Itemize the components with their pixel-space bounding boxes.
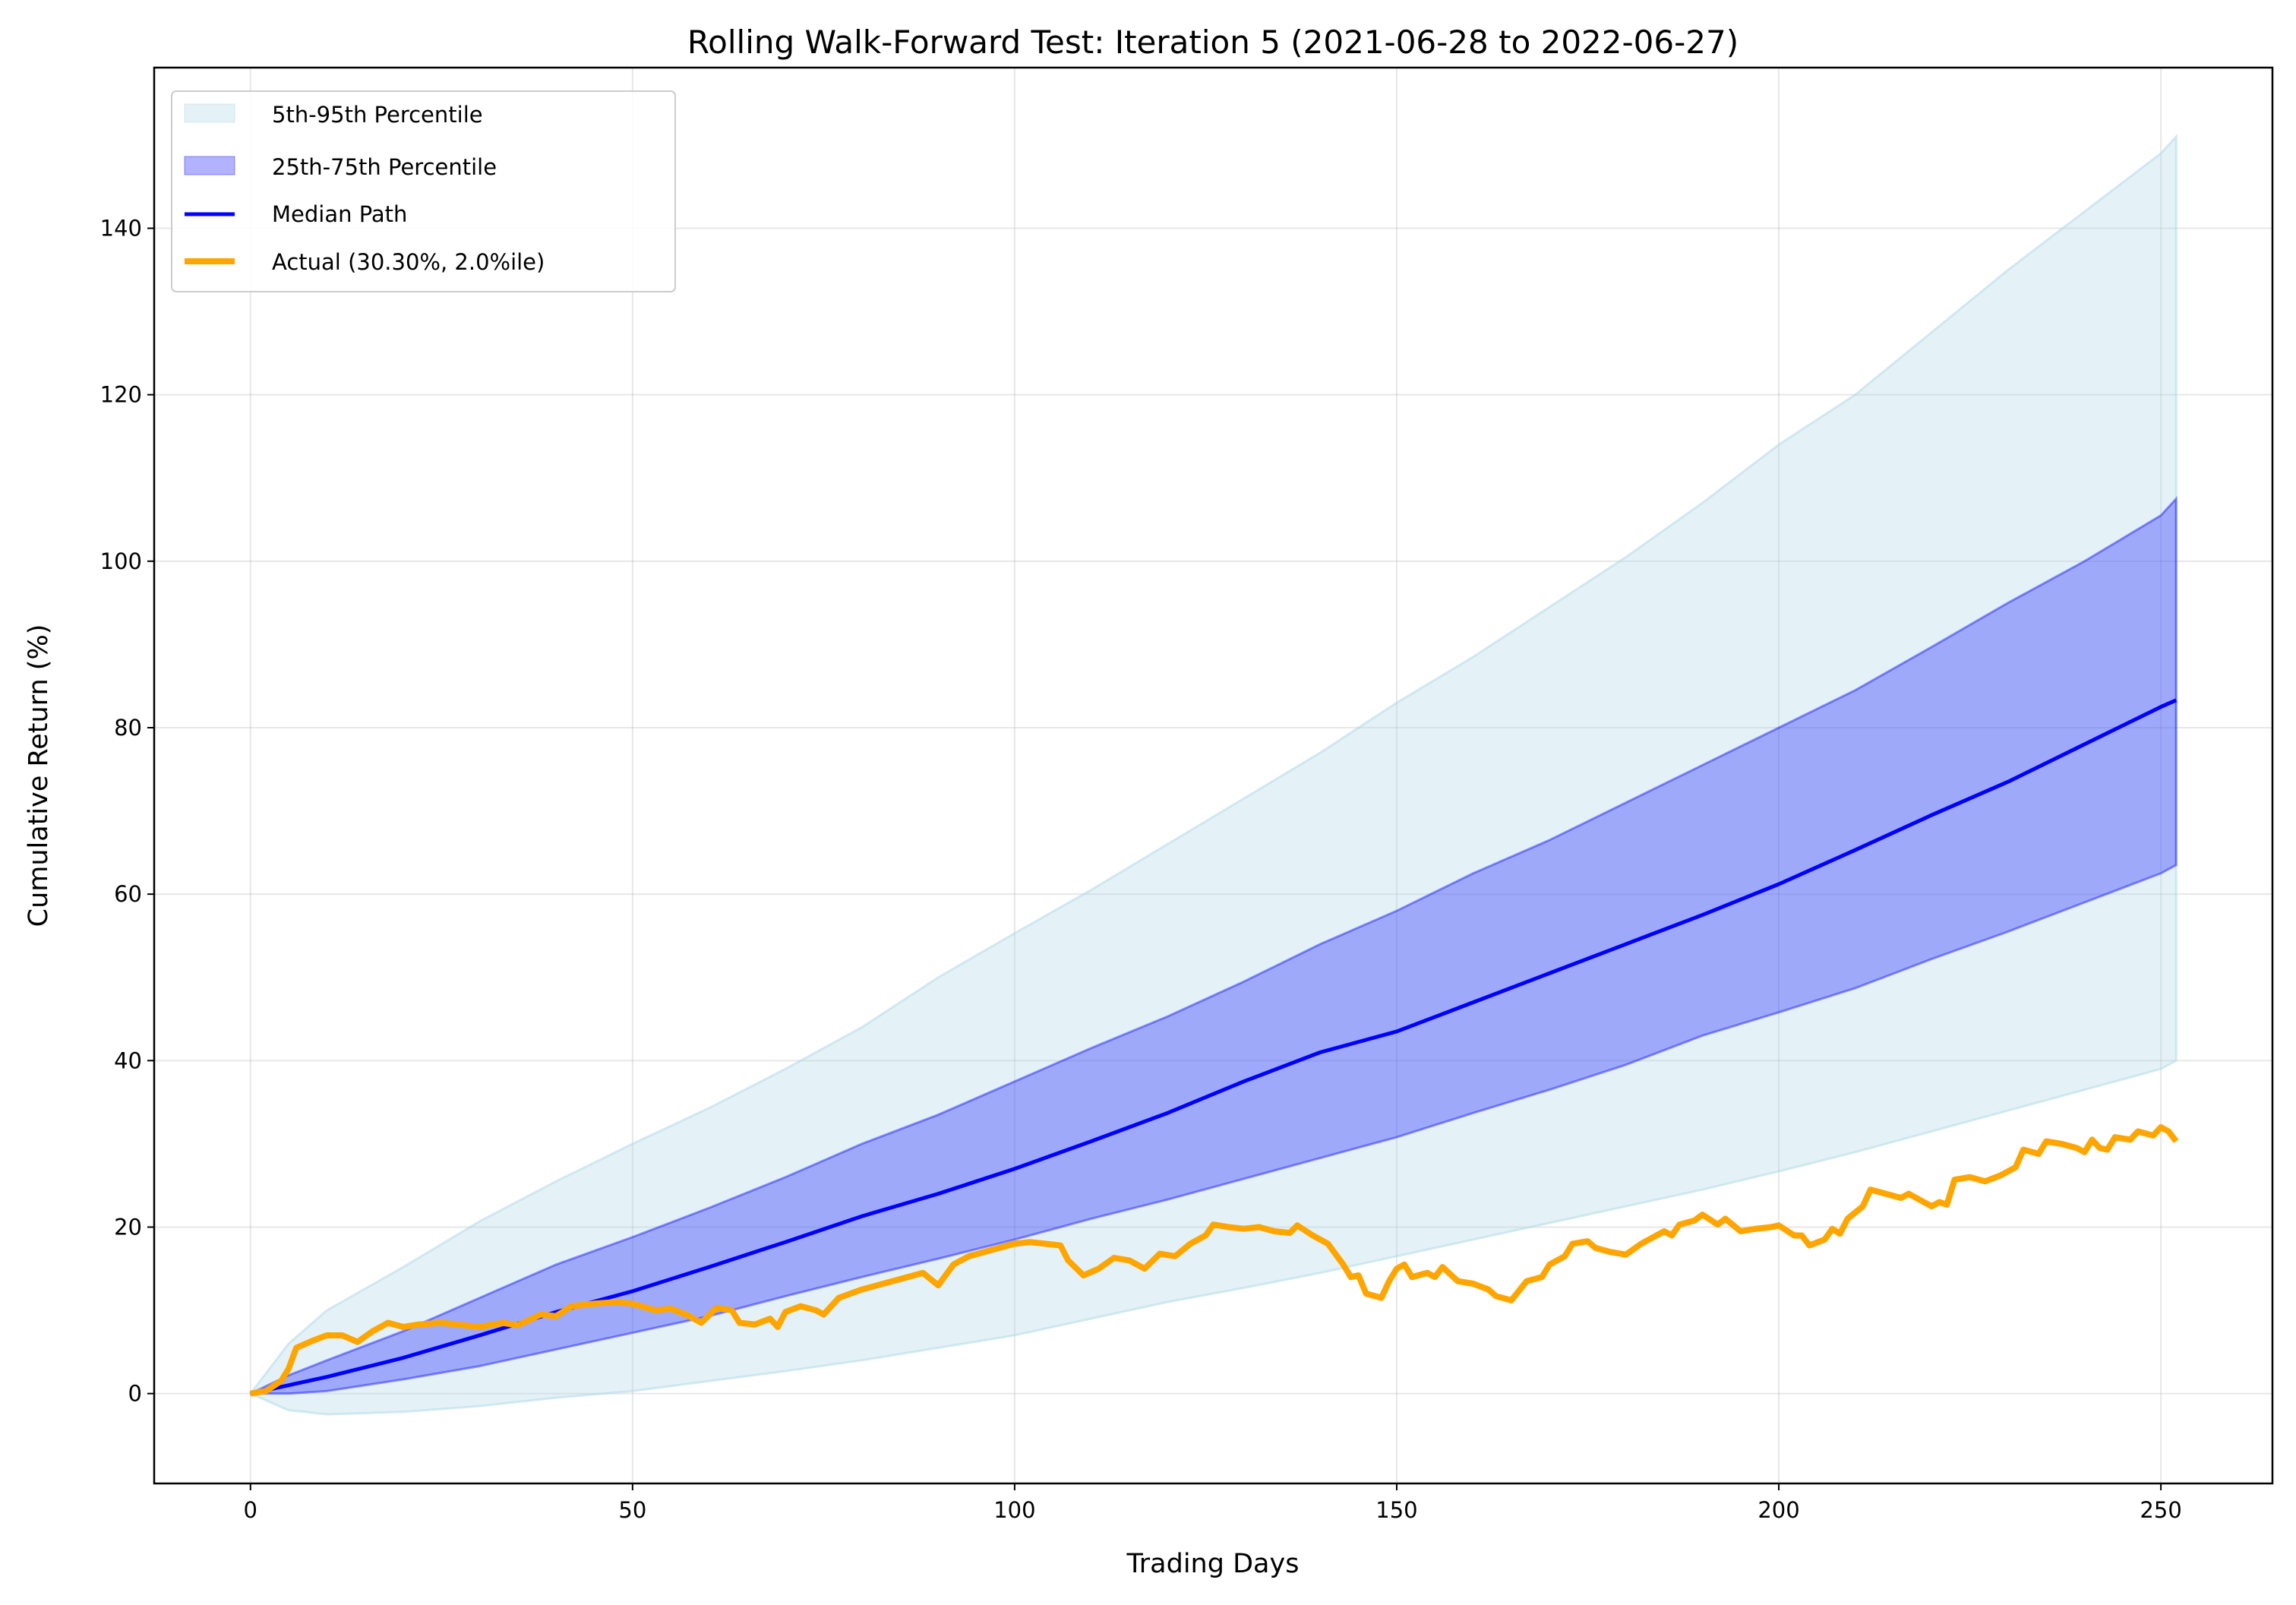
legend-box bbox=[171, 90, 676, 292]
plot-area bbox=[248, 134, 2179, 1416]
y-axis-label: Cumulative Return (%) bbox=[24, 624, 54, 927]
legend-swatch-inner-band bbox=[184, 156, 235, 175]
actual-return-line bbox=[250, 1123, 2179, 1397]
legend: 5th-95th Percentile 25th-75th Percentile… bbox=[171, 90, 676, 292]
x-tick-label: 100 bbox=[993, 1497, 1035, 1523]
y-tick-label: 20 bbox=[114, 1214, 142, 1240]
ticks: 0 50 100 150 200 250 0 20 40 60 80 100 120 140 bbox=[100, 215, 2182, 1523]
y-tick-label: 120 bbox=[100, 382, 142, 408]
grid bbox=[154, 68, 2272, 1483]
legend-label-actual: Actual (30.30%, 2.0%ile) bbox=[272, 249, 545, 275]
y-tick-label: 100 bbox=[100, 548, 142, 574]
x-axis-label: Trading Days bbox=[1126, 1549, 1300, 1579]
band-25-75-percentile bbox=[250, 495, 2178, 1395]
y-tick-label: 80 bbox=[114, 715, 142, 741]
legend-label-outer-band: 5th-95th Percentile bbox=[272, 102, 483, 128]
axes-frame bbox=[153, 66, 2274, 1485]
y-tick-label: 40 bbox=[114, 1047, 142, 1073]
y-tick-label: 60 bbox=[114, 881, 142, 907]
x-tick-label: 0 bbox=[244, 1497, 257, 1523]
x-tick-label: 50 bbox=[618, 1497, 646, 1523]
x-tick-label: 200 bbox=[1758, 1497, 1799, 1523]
x-tick-label: 150 bbox=[1375, 1497, 1417, 1523]
x-tick-label: 250 bbox=[2140, 1497, 2181, 1523]
y-tick-label: 0 bbox=[128, 1381, 142, 1407]
legend-swatch-outer-band bbox=[184, 103, 235, 123]
band-5-95-percentile bbox=[248, 134, 2178, 1416]
y-tick-label: 140 bbox=[100, 215, 142, 241]
legend-label-inner-band: 25th-75th Percentile bbox=[272, 154, 497, 180]
legend-label-median: Median Path bbox=[272, 201, 407, 227]
chart-title: Rolling Walk-Forward Test: Iteration 5 (… bbox=[687, 24, 1739, 61]
